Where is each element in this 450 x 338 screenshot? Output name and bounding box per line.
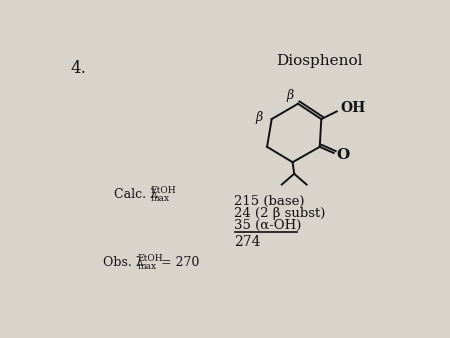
- Text: max: max: [138, 262, 157, 271]
- Text: O: O: [336, 147, 349, 162]
- Text: Calc. λ: Calc. λ: [114, 188, 158, 201]
- Text: 35 (α-OH): 35 (α-OH): [234, 219, 302, 232]
- Text: max: max: [151, 194, 170, 203]
- Text: β: β: [286, 90, 293, 102]
- Text: 274: 274: [234, 235, 261, 249]
- Text: EtOH: EtOH: [138, 254, 163, 263]
- Text: OH: OH: [340, 101, 365, 115]
- Text: = 270: = 270: [161, 256, 199, 269]
- Text: 215 (base): 215 (base): [234, 195, 305, 208]
- Text: EtOH: EtOH: [151, 186, 176, 195]
- Text: Obs. λ: Obs. λ: [103, 256, 144, 269]
- Text: β: β: [255, 111, 262, 124]
- Text: 4.: 4.: [70, 60, 86, 77]
- Text: Diosphenol: Diosphenol: [276, 54, 363, 68]
- Text: 24 (2 β subst): 24 (2 β subst): [234, 207, 326, 220]
